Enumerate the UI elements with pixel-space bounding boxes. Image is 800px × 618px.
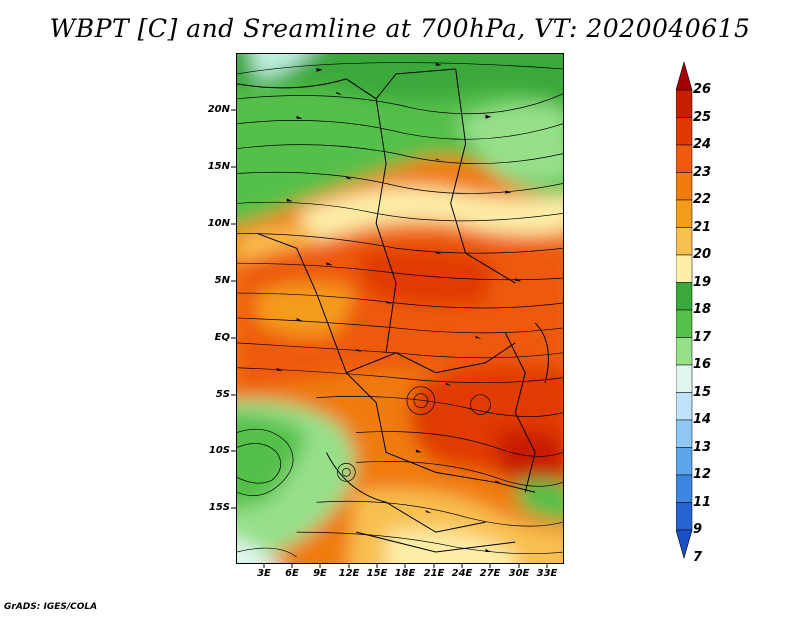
colorbar-label: 16 xyxy=(693,357,712,372)
colorbar-segment xyxy=(676,144,693,173)
colorbar-label: 14 xyxy=(693,412,712,427)
colorbar-segment xyxy=(676,227,693,256)
colorbar-label: 11 xyxy=(693,494,712,510)
wbpt-map xyxy=(236,53,564,564)
colorbar-segment xyxy=(676,337,693,366)
colorbar-bottom-arrow xyxy=(676,529,693,560)
colorbar xyxy=(676,60,693,560)
streamlines xyxy=(237,62,563,558)
colorbar-label: 17 xyxy=(693,329,712,345)
colorbar-segment xyxy=(676,89,693,118)
colorbar-label: 18 xyxy=(693,302,712,317)
colorbar-segment xyxy=(676,199,693,228)
lon-label: 9E xyxy=(313,568,327,579)
lon-label: 18E xyxy=(394,568,416,579)
colorbar-segment xyxy=(676,254,693,283)
colorbar-segment xyxy=(676,172,693,201)
colorbar-label: 20 xyxy=(693,247,712,262)
colorbar-label: 26 xyxy=(693,82,712,97)
colorbar-label: 22 xyxy=(693,192,712,207)
lon-label: 3E xyxy=(257,568,271,579)
wbpt-field xyxy=(237,54,563,563)
colorbar-segment xyxy=(676,364,693,393)
lon-label: 12E xyxy=(338,568,360,579)
colorbar-segment xyxy=(676,392,693,421)
lon-label: 21E xyxy=(423,568,445,579)
lat-label: 15N xyxy=(207,161,230,172)
lon-label: 15E xyxy=(366,568,388,579)
footer-credit: GrADS: IGES/COLA xyxy=(4,602,98,612)
colorbar-label: 13 xyxy=(693,439,712,455)
country-borders xyxy=(237,68,549,553)
colorbar-segments xyxy=(676,89,693,531)
lon-label: 33E xyxy=(536,568,558,579)
colorbar-label: 19 xyxy=(693,274,712,290)
colorbar-label: 21 xyxy=(693,219,712,235)
colorbar-segment xyxy=(676,474,693,503)
lat-label: 10S xyxy=(208,445,230,456)
colorbar-label: 7 xyxy=(693,549,703,565)
lon-ticks xyxy=(263,563,548,568)
colorbar-label: 15 xyxy=(693,384,712,400)
lat-label: 20N xyxy=(207,104,230,115)
colorbar-segment xyxy=(676,502,693,531)
lat-label: 5S xyxy=(215,389,230,400)
lat-label: EQ xyxy=(214,332,230,343)
lat-label: 15S xyxy=(208,502,230,513)
colorbar-label: 24 xyxy=(693,137,712,152)
colorbar-segment xyxy=(676,447,693,476)
lat-label: 10N xyxy=(207,218,230,229)
map-title: WBPT [C] and Sreamline at 700hPa, VT: 20… xyxy=(49,14,751,43)
lat-ticks xyxy=(231,109,237,509)
lon-label: 30E xyxy=(508,568,530,579)
colorbar-label: 23 xyxy=(693,164,712,180)
lon-label: 24E xyxy=(451,568,473,579)
colorbar-segment xyxy=(676,117,693,146)
lon-label: 6E xyxy=(285,568,299,579)
lon-label: 27E xyxy=(479,568,501,579)
map-canvas xyxy=(237,54,563,563)
colorbar-top-arrow xyxy=(676,60,693,91)
colorbar-label: 25 xyxy=(693,109,712,125)
colorbar-label: 9 xyxy=(693,522,703,537)
lat-label: 5N xyxy=(214,275,230,286)
colorbar-segment xyxy=(676,309,693,338)
colorbar-label: 12 xyxy=(693,467,712,482)
colorbar-segment xyxy=(676,419,693,448)
colorbar-segment xyxy=(676,282,693,311)
